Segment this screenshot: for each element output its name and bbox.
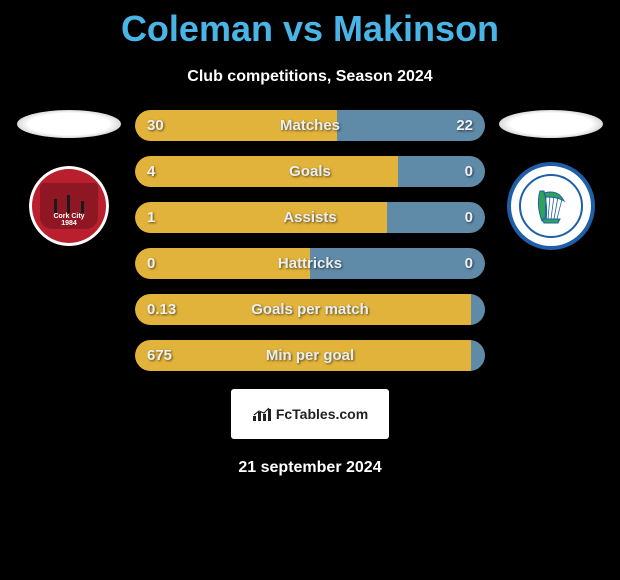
right-club-badge <box>507 162 595 250</box>
footer-brand-text: FcTables.com <box>276 406 368 422</box>
stat-value-right: 22 <box>456 117 473 134</box>
stat-value-right: 0 <box>465 209 473 226</box>
stat-row: 4 Goals 0 <box>135 156 485 187</box>
stat-value-left: 0 <box>147 255 155 272</box>
date-line: 21 september 2024 <box>0 459 620 477</box>
stat-row: 30 Matches 22 <box>135 110 485 141</box>
stat-label: Goals per match <box>251 301 369 318</box>
left-club-year: 1984 <box>61 220 77 227</box>
stat-value-left: 30 <box>147 117 164 134</box>
right-player-placeholder <box>499 110 603 138</box>
stats-column: 30 Matches 22 4 Goals 0 1 Assists 0 0 Hattricks 0 0.… <box>135 110 485 371</box>
stat-label: Matches <box>280 117 340 134</box>
harp-icon <box>534 187 568 225</box>
stat-label: Min per goal <box>266 347 354 364</box>
fctables-logo-icon <box>252 406 272 422</box>
stat-value-left: 1 <box>147 209 155 226</box>
footer-brand-badge[interactable]: FcTables.com <box>231 389 389 439</box>
stat-bar-right <box>471 294 485 325</box>
stat-label: Assists <box>283 209 336 226</box>
subtitle: Club competitions, Season 2024 <box>0 68 620 86</box>
stat-row: 0.13 Goals per match <box>135 294 485 325</box>
stat-bar-left <box>135 202 387 233</box>
stat-value-left: 0.13 <box>147 301 176 318</box>
page-title: Coleman vs Makinson <box>0 0 620 50</box>
stat-bar-right <box>471 340 485 371</box>
comparison-body: Cork City 1984 30 Matches 22 4 Goals 0 1 Assist… <box>0 110 620 371</box>
left-player-placeholder <box>17 110 121 138</box>
stat-row: 675 Min per goal <box>135 340 485 371</box>
stat-value-right: 0 <box>465 163 473 180</box>
stat-value-right: 0 <box>465 255 473 272</box>
left-club-column: Cork City 1984 <box>15 110 123 250</box>
ship-icon <box>49 193 89 213</box>
stat-row: 1 Assists 0 <box>135 202 485 233</box>
stat-value-left: 675 <box>147 347 172 364</box>
stat-value-left: 4 <box>147 163 155 180</box>
stat-label: Goals <box>289 163 331 180</box>
right-club-column <box>497 110 605 250</box>
left-club-badge: Cork City 1984 <box>25 162 113 250</box>
stat-row: 0 Hattricks 0 <box>135 248 485 279</box>
stat-label: Hattricks <box>278 255 342 272</box>
left-club-name: Cork City <box>53 213 84 220</box>
stat-bar-left <box>135 156 398 187</box>
